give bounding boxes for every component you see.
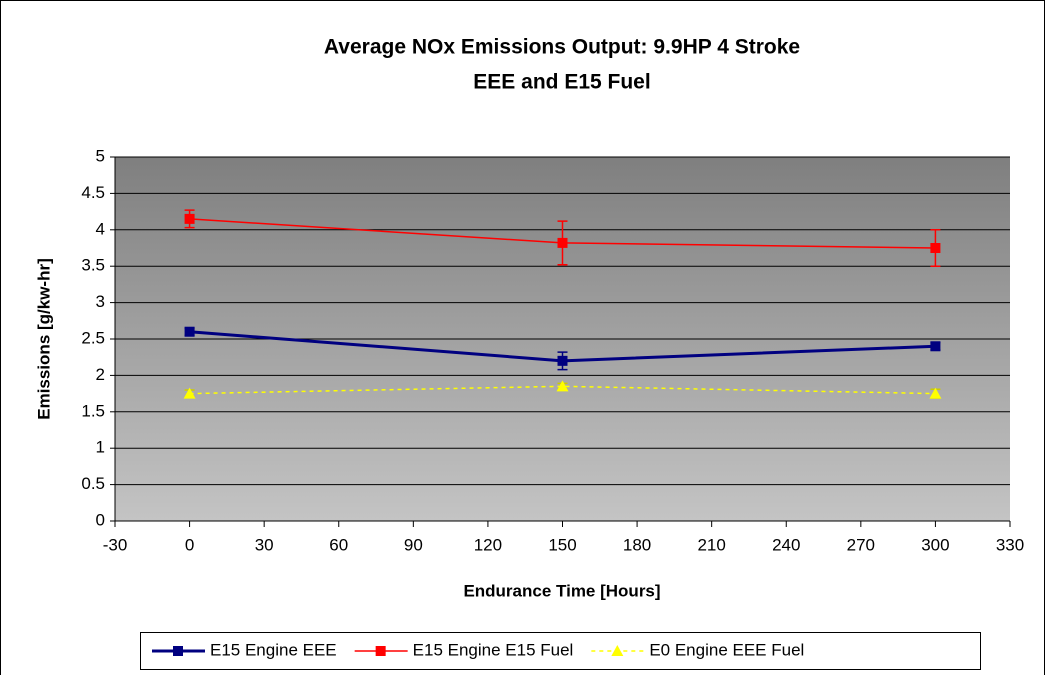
y-axis-label: Emissions [g/kw-hr] <box>34 258 53 420</box>
x-tick-label: 240 <box>772 535 800 554</box>
x-tick-label: 300 <box>921 535 949 554</box>
data-point <box>184 326 195 337</box>
x-tick-label: 120 <box>474 535 502 554</box>
y-tick-label: 3.5 <box>81 256 105 275</box>
chart-title: EEE and E15 Fuel <box>473 71 650 94</box>
y-tick-label: 0.5 <box>81 474 105 493</box>
data-point <box>557 237 568 248</box>
x-tick-label: 180 <box>623 535 651 554</box>
chart-title: Average NOx Emissions Output: 9.9HP 4 St… <box>324 36 800 59</box>
legend-label: E0 Engine EEE Fuel <box>649 640 804 659</box>
x-axis-label: Endurance Time [Hours] <box>463 581 660 600</box>
y-tick-label: 3 <box>96 292 105 311</box>
x-tick-label: 150 <box>548 535 576 554</box>
legend-marker <box>375 646 386 656</box>
y-tick-label: 1 <box>96 438 105 457</box>
data-point <box>556 380 569 392</box>
data-point <box>929 387 942 399</box>
x-tick-label: 0 <box>185 535 194 554</box>
y-tick-label: 4 <box>96 219 105 238</box>
y-tick-label: 4.5 <box>81 183 105 202</box>
y-tick-label: 1.5 <box>81 401 105 420</box>
legend <box>140 632 981 670</box>
data-point <box>183 387 196 399</box>
x-tick-label: 330 <box>996 535 1024 554</box>
data-point <box>557 355 568 366</box>
legend-marker <box>173 646 183 656</box>
y-tick-label: 2.5 <box>81 328 105 347</box>
x-tick-label: 30 <box>255 535 274 554</box>
y-tick-label: 2 <box>96 365 105 384</box>
y-tick-label: 5 <box>96 146 105 165</box>
x-tick-label: 270 <box>847 535 875 554</box>
legend-label: E15 Engine EEE <box>210 640 337 659</box>
x-tick-label: -30 <box>103 535 128 554</box>
data-point <box>930 243 941 253</box>
x-tick-label: 210 <box>697 535 725 554</box>
x-tick-label: 60 <box>329 535 348 554</box>
data-point <box>930 341 941 352</box>
legend-label: E15 Engine E15 Fuel <box>413 640 574 659</box>
legend-marker <box>611 645 624 656</box>
x-tick-label: 90 <box>404 535 423 554</box>
y-tick-label: 0 <box>96 510 105 529</box>
data-point <box>184 213 195 224</box>
